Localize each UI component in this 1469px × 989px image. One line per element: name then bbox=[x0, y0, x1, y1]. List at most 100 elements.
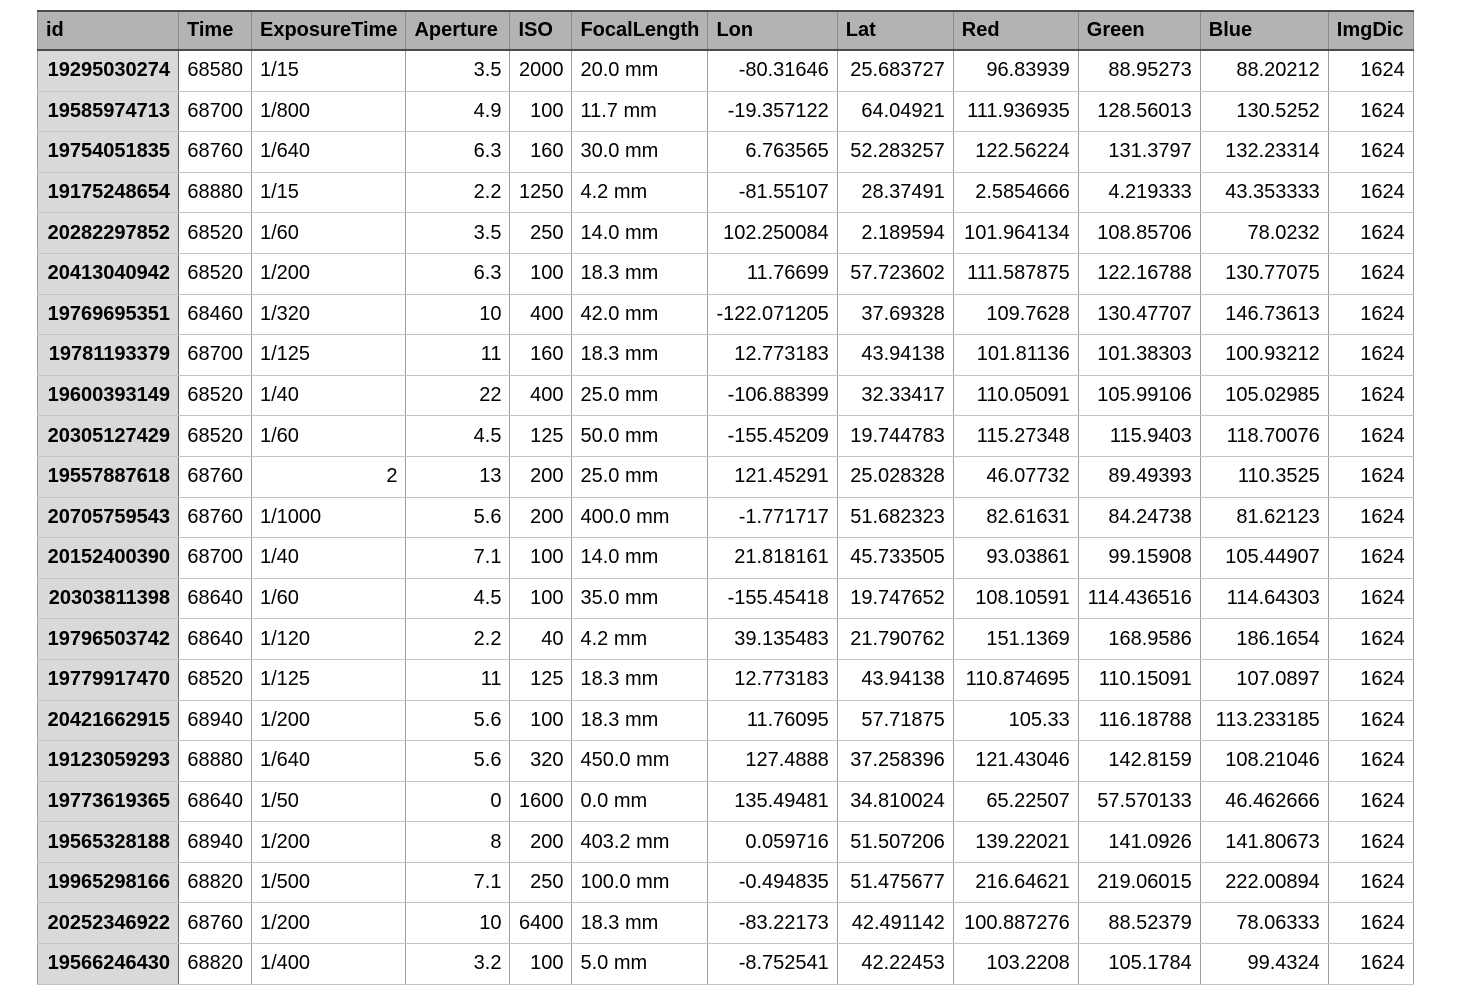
cell-lat: 51.682323 bbox=[836, 497, 954, 539]
cell-aperture: 7.1 bbox=[405, 862, 511, 904]
cell-imgdic: 1624 bbox=[1327, 700, 1414, 742]
cell-aperture: 3.5 bbox=[405, 50, 511, 92]
header-row: id Time ExposureTime Aperture ISO FocalLength… bbox=[37, 10, 1414, 51]
cell-iso: 250 bbox=[509, 862, 573, 904]
cell-lat: 19.747652 bbox=[836, 578, 954, 620]
cell-time: 68820 bbox=[178, 862, 252, 904]
cell-green: 89.49393 bbox=[1077, 456, 1201, 498]
cell-blue: 222.00894 bbox=[1199, 862, 1329, 904]
cell-green: 114.436516 bbox=[1077, 578, 1201, 620]
cell-iso: 200 bbox=[509, 456, 573, 498]
cell-focallength: 20.0 mm bbox=[571, 50, 709, 92]
cell-focallength: 18.3 mm bbox=[571, 700, 709, 742]
cell-id: 20305127429 bbox=[37, 415, 179, 457]
cell-imgdic: 1624 bbox=[1327, 659, 1414, 701]
cell-aperture: 4.9 bbox=[405, 91, 511, 133]
cell-blue: 100.93212 bbox=[1199, 334, 1329, 376]
cell-exposuretime: 1/15 bbox=[250, 172, 407, 214]
cell-id: 19585974713 bbox=[37, 91, 179, 133]
cell-exposuretime: 1/60 bbox=[250, 578, 407, 620]
cell-exposuretime: 1/50 bbox=[250, 781, 407, 823]
cell-exposuretime: 1/200 bbox=[250, 700, 407, 742]
table-row: 19175248654 68880 1/15 2.2 1250 4.2 mm -81.551… bbox=[37, 172, 1414, 214]
cell-imgdic: 1624 bbox=[1327, 740, 1414, 782]
cell-green: 219.06015 bbox=[1077, 862, 1201, 904]
cell-imgdic: 1624 bbox=[1327, 253, 1414, 295]
cell-iso: 250 bbox=[509, 212, 573, 254]
cell-time: 68640 bbox=[178, 781, 252, 823]
cell-lat: 37.69328 bbox=[836, 294, 954, 336]
cell-focallength: 25.0 mm bbox=[571, 375, 709, 417]
cell-aperture: 6.3 bbox=[405, 131, 511, 173]
cell-id: 19773619365 bbox=[37, 781, 179, 823]
cell-green: 141.0926 bbox=[1077, 821, 1201, 863]
cell-time: 68760 bbox=[178, 902, 252, 945]
column-header-iso: ISO bbox=[509, 10, 573, 51]
cell-red: 2.5854666 bbox=[952, 172, 1079, 214]
table-row: 19123059293 68880 1/640 5.6 320 450.0 mm 127.4… bbox=[37, 740, 1414, 782]
cell-aperture: 0 bbox=[405, 781, 511, 823]
cell-imgdic: 1624 bbox=[1327, 294, 1414, 336]
table-row: 20152400390 68700 1/40 7.1 100 14.0 mm 21.8181… bbox=[37, 537, 1414, 579]
cell-blue: 43.353333 bbox=[1199, 172, 1329, 214]
cell-imgdic: 1624 bbox=[1327, 334, 1414, 376]
cell-green: 57.570133 bbox=[1077, 781, 1201, 823]
cell-blue: 88.20212 bbox=[1199, 50, 1329, 92]
cell-aperture: 5.6 bbox=[405, 497, 511, 539]
cell-id: 19557887618 bbox=[37, 456, 179, 498]
cell-red: 111.936935 bbox=[952, 91, 1079, 133]
cell-lat: 57.71875 bbox=[836, 700, 954, 742]
column-header-blue: Blue bbox=[1199, 10, 1329, 51]
cell-time: 68760 bbox=[178, 131, 252, 173]
cell-time: 68820 bbox=[178, 943, 252, 985]
cell-iso: 40 bbox=[509, 618, 573, 660]
table-row: 19965298166 68820 1/500 7.1 250 100.0 mm -0.49… bbox=[37, 862, 1414, 904]
table-row: 19600393149 68520 1/40 22 400 25.0 mm -106.883… bbox=[37, 375, 1414, 417]
cell-blue: 81.62123 bbox=[1199, 497, 1329, 539]
table-row: 20705759543 68760 1/1000 5.6 200 400.0 mm -1.7… bbox=[37, 497, 1414, 539]
cell-exposuretime: 1/125 bbox=[250, 334, 407, 376]
cell-exposuretime: 1/640 bbox=[250, 740, 407, 782]
cell-focallength: 100.0 mm bbox=[571, 862, 709, 904]
column-header-focallength: FocalLength bbox=[571, 10, 709, 51]
cell-id: 19769695351 bbox=[37, 294, 179, 336]
cell-red: 121.43046 bbox=[952, 740, 1079, 782]
column-header-time: Time bbox=[178, 10, 252, 51]
cell-iso: 160 bbox=[509, 334, 573, 376]
cell-imgdic: 1624 bbox=[1327, 537, 1414, 579]
cell-time: 68520 bbox=[178, 375, 252, 417]
cell-green: 88.95273 bbox=[1077, 50, 1201, 92]
cell-lon: -155.45209 bbox=[707, 415, 838, 457]
cell-exposuretime: 1/40 bbox=[250, 537, 407, 579]
cell-aperture: 2.2 bbox=[405, 618, 511, 660]
cell-red: 111.587875 bbox=[952, 253, 1079, 295]
cell-lat: 19.744783 bbox=[836, 415, 954, 457]
cell-time: 68880 bbox=[178, 740, 252, 782]
cell-lat: 45.733505 bbox=[836, 537, 954, 579]
cell-imgdic: 1624 bbox=[1327, 172, 1414, 214]
cell-imgdic: 1624 bbox=[1327, 91, 1414, 133]
cell-red: 122.56224 bbox=[952, 131, 1079, 173]
cell-id: 19754051835 bbox=[37, 131, 179, 173]
cell-lat: 51.507206 bbox=[836, 821, 954, 863]
cell-lon: -155.45418 bbox=[707, 578, 838, 620]
cell-green: 110.15091 bbox=[1077, 659, 1201, 701]
cell-blue: 186.1654 bbox=[1199, 618, 1329, 660]
cell-green: 101.38303 bbox=[1077, 334, 1201, 376]
cell-time: 68580 bbox=[178, 50, 252, 92]
cell-iso: 2000 bbox=[509, 50, 573, 92]
cell-lon: -83.22173 bbox=[707, 902, 838, 945]
cell-exposuretime: 1/800 bbox=[250, 91, 407, 133]
cell-lat: 25.028328 bbox=[836, 456, 954, 498]
column-header-exposuretime: ExposureTime bbox=[250, 10, 407, 51]
cell-exposuretime: 1/200 bbox=[250, 821, 407, 863]
cell-imgdic: 1624 bbox=[1327, 781, 1414, 823]
cell-time: 68640 bbox=[178, 618, 252, 660]
cell-iso: 100 bbox=[509, 943, 573, 985]
cell-green: 105.99106 bbox=[1077, 375, 1201, 417]
cell-lon: -1.771717 bbox=[707, 497, 838, 539]
cell-blue: 78.0232 bbox=[1199, 212, 1329, 254]
cell-time: 68760 bbox=[178, 456, 252, 498]
cell-id: 20421662915 bbox=[37, 700, 179, 742]
cell-focallength: 0.0 mm bbox=[571, 781, 709, 823]
